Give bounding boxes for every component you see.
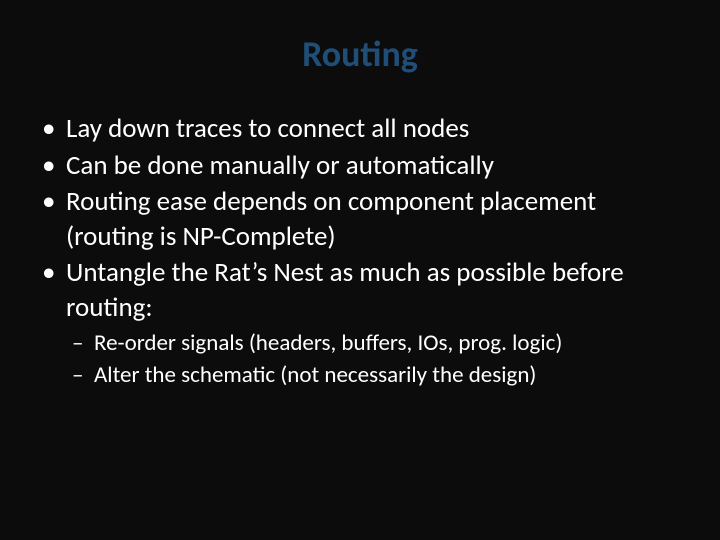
list-item: Routing ease depends on component placem…: [36, 185, 684, 254]
sub-bullet-text: Re-order signals (headers, buffers, IOs,…: [94, 329, 562, 357]
bullet-text: Lay down traces to connect all nodes: [66, 112, 469, 145]
slide-title: Routing: [36, 32, 684, 76]
sub-bullet-list: Re-order signals (headers, buffers, IOs,…: [66, 329, 684, 391]
bullet-text: Can be done manually or automatically: [66, 149, 494, 182]
list-item: Can be done manually or automatically: [36, 149, 684, 184]
bullet-list: Lay down traces to connect all nodes Can…: [36, 112, 684, 391]
bullet-text: Routing ease depends on component placem…: [66, 185, 596, 253]
list-item: Lay down traces to connect all nodes: [36, 112, 684, 147]
list-item: Re-order signals (headers, buffers, IOs,…: [66, 329, 684, 359]
slide: Routing Lay down traces to connect all n…: [0, 0, 720, 540]
list-item: Untangle the Rat’s Nest as much as possi…: [36, 256, 684, 391]
list-item: Alter the schematic (not necessarily the…: [66, 361, 684, 391]
bullet-text: Untangle the Rat’s Nest as much as possi…: [66, 256, 624, 324]
sub-bullet-text: Alter the schematic (not necessarily the…: [94, 361, 536, 389]
